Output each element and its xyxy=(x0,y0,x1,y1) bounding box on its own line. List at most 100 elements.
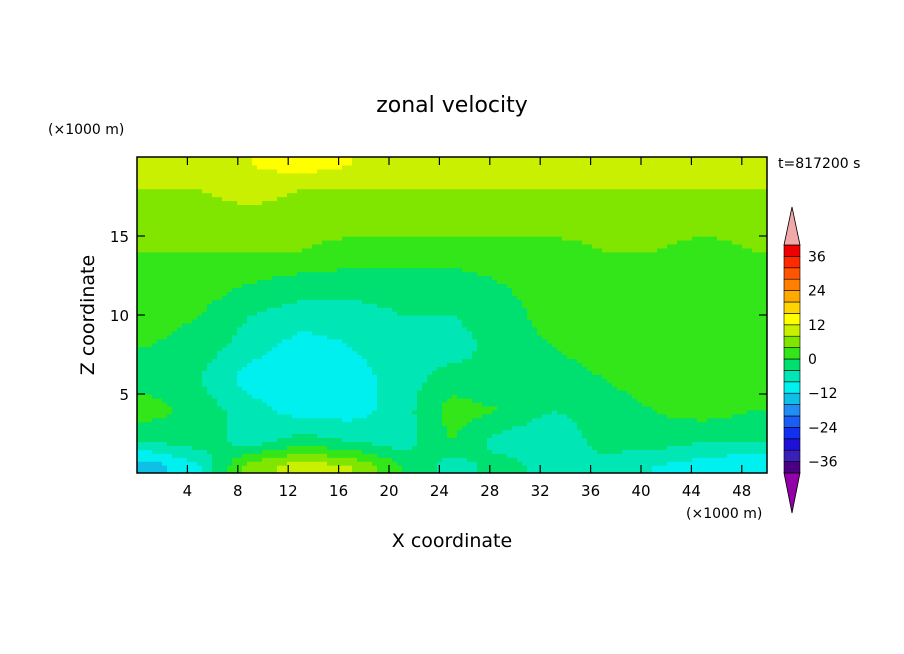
field-cell xyxy=(337,413,343,419)
field-cell xyxy=(322,469,328,473)
field-cell xyxy=(467,453,473,458)
field-cell xyxy=(602,445,608,450)
field-cell xyxy=(582,358,588,363)
field-cell xyxy=(672,409,678,415)
field-cell xyxy=(182,358,188,363)
field-cell xyxy=(547,342,553,348)
field-cell xyxy=(172,397,178,403)
field-cell xyxy=(527,449,533,454)
field-cell xyxy=(332,366,338,371)
field-cell xyxy=(287,449,293,454)
field-cell xyxy=(322,425,328,431)
field-cell xyxy=(487,441,493,446)
field-cell xyxy=(552,330,558,336)
field-cell xyxy=(312,394,318,399)
field-cell xyxy=(302,390,308,395)
field-cell xyxy=(337,350,343,356)
field-cell xyxy=(232,334,238,340)
field-cell xyxy=(322,370,328,375)
field-cell xyxy=(717,346,723,352)
field-cell xyxy=(542,445,548,450)
field-cell xyxy=(397,358,403,363)
field-cell xyxy=(172,338,178,344)
field-cell xyxy=(407,326,413,332)
field-cell xyxy=(717,318,723,324)
field-cell xyxy=(152,394,158,399)
field-cell xyxy=(552,326,558,332)
field-cell xyxy=(702,386,708,391)
field-cell xyxy=(752,334,758,340)
field-cell xyxy=(327,322,333,328)
field-cell xyxy=(437,417,443,423)
field-cell xyxy=(227,330,233,336)
field-cell xyxy=(237,397,243,403)
field-cell xyxy=(322,358,328,363)
field-cell xyxy=(527,374,533,379)
field-cell xyxy=(312,409,318,415)
field-cell xyxy=(457,405,463,411)
field-cell xyxy=(432,469,438,473)
field-cell xyxy=(207,421,213,427)
field-cell xyxy=(272,350,278,356)
field-cell xyxy=(202,465,208,470)
field-cell xyxy=(647,362,653,367)
field-cell xyxy=(612,350,618,356)
field-cell xyxy=(622,437,628,442)
field-cell xyxy=(277,421,283,427)
field-cell xyxy=(382,386,388,391)
field-cell xyxy=(137,330,143,336)
field-cell xyxy=(367,390,373,395)
field-cell xyxy=(657,394,663,399)
field-cell xyxy=(762,394,767,399)
field-cell xyxy=(747,318,753,324)
field-cell xyxy=(322,409,328,415)
field-cell xyxy=(147,417,153,423)
field-cell xyxy=(667,322,673,328)
field-cell xyxy=(762,421,767,427)
field-cell xyxy=(147,429,153,435)
field-cell xyxy=(407,374,413,379)
field-cell xyxy=(512,413,518,419)
field-cell xyxy=(457,453,463,458)
field-cell xyxy=(722,437,728,442)
field-cell xyxy=(332,445,338,450)
field-cell xyxy=(702,445,708,450)
field-cell xyxy=(172,374,178,379)
field-cell xyxy=(567,394,573,399)
field-cell xyxy=(342,370,348,375)
field-cell xyxy=(357,461,363,466)
field-cell xyxy=(277,437,283,442)
field-cell xyxy=(162,413,168,419)
field-cell xyxy=(722,366,728,371)
field-cell xyxy=(312,401,318,407)
field-cell xyxy=(272,354,278,360)
field-cell xyxy=(342,334,348,340)
field-cell xyxy=(702,425,708,431)
field-cell xyxy=(257,405,263,411)
field-cell xyxy=(477,394,483,399)
field-cell xyxy=(747,390,753,395)
field-cell xyxy=(412,346,418,352)
field-cell xyxy=(707,322,713,328)
field-cell xyxy=(597,318,603,324)
field-cell xyxy=(357,350,363,356)
field-cell xyxy=(752,409,758,415)
field-cell xyxy=(517,417,523,423)
field-cell xyxy=(662,453,668,458)
field-cell xyxy=(392,346,398,352)
field-cell xyxy=(402,390,408,395)
field-cell xyxy=(152,374,158,379)
field-cell xyxy=(667,342,673,348)
field-cell xyxy=(157,429,163,435)
field-cell xyxy=(257,326,263,332)
field-cell xyxy=(727,338,733,344)
field-cell xyxy=(657,366,663,371)
field-cell xyxy=(307,425,313,431)
field-cell xyxy=(352,397,358,403)
field-cell xyxy=(247,413,253,419)
field-cell xyxy=(577,350,583,356)
field-cell xyxy=(692,326,698,332)
field-cell xyxy=(422,322,428,328)
field-cell xyxy=(297,445,303,450)
field-cell xyxy=(242,338,248,344)
